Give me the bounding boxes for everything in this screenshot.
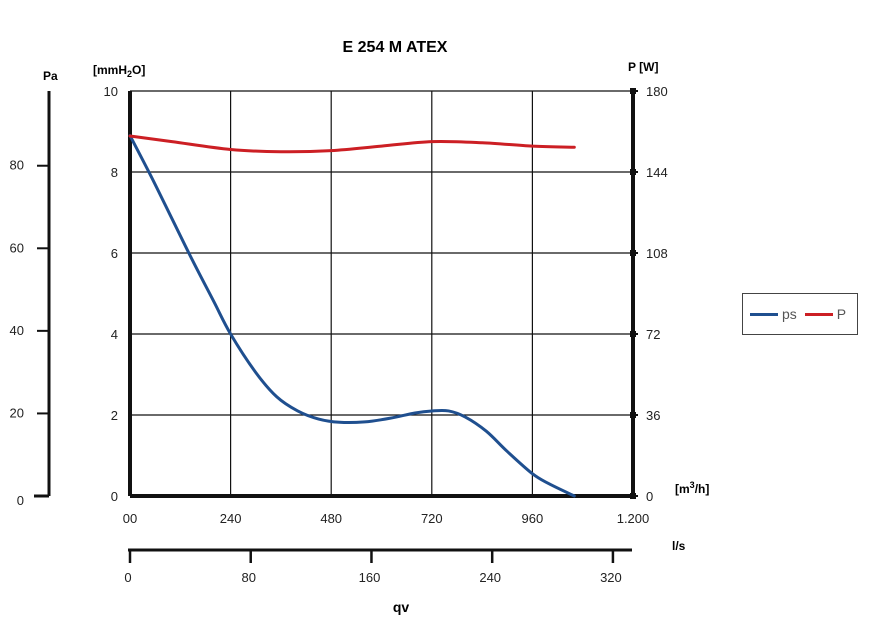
legend-swatch-ps xyxy=(750,312,778,316)
series-line-ps xyxy=(128,134,576,498)
pa-axis-label: Pa xyxy=(43,69,58,83)
x-tick-label: 00 xyxy=(123,511,137,526)
right-tick-label: 180 xyxy=(646,84,668,99)
pa-tick-label: 20 xyxy=(10,405,24,420)
right-tick-label: 36 xyxy=(646,408,660,423)
legend-label-ps: ps xyxy=(782,306,797,322)
series-line-p xyxy=(128,134,576,154)
left-tick-label: 10 xyxy=(104,84,118,99)
left-tick-label: 2 xyxy=(111,408,118,423)
axes xyxy=(34,88,638,563)
legend-item-ps: ps xyxy=(750,306,797,322)
right-tick-label: 108 xyxy=(646,246,668,261)
x-tick-label: 720 xyxy=(421,511,443,526)
x-tick-label: 1.200 xyxy=(617,511,650,526)
left-tick-label: 0 xyxy=(111,489,118,504)
x-axis-unit-label: [m3/h] xyxy=(675,480,709,496)
right-tick-label: 72 xyxy=(646,327,660,342)
pa-tick-label: 0 xyxy=(17,493,24,508)
legend-item-p: P xyxy=(804,306,847,322)
grid xyxy=(129,90,634,497)
legend-swatch-p xyxy=(804,312,833,316)
right-tick-label: 0 xyxy=(646,489,653,504)
right-tick-label: 144 xyxy=(646,165,668,180)
left-tick-label: 8 xyxy=(111,165,118,180)
ls-tick-label: 80 xyxy=(241,570,255,585)
left-tick-label: 4 xyxy=(111,327,118,342)
ls-axis-unit-label: l/s xyxy=(672,539,686,553)
right-axis-label: P [W] xyxy=(628,60,658,74)
legend: ps P xyxy=(742,293,858,335)
ls-tick-label: 0 xyxy=(124,570,131,585)
x-tick-label: 960 xyxy=(522,511,544,526)
pa-tick-label: 40 xyxy=(10,323,24,338)
bottom-axis-title: qv xyxy=(393,599,410,615)
chart-title: E 254 M ATEX xyxy=(343,39,448,56)
x-tick-label: 240 xyxy=(220,511,242,526)
x-tick-label: 480 xyxy=(320,511,342,526)
left-tick-label: 6 xyxy=(111,246,118,261)
series xyxy=(128,134,576,498)
pa-tick-label: 60 xyxy=(10,240,24,255)
ls-tick-label: 320 xyxy=(600,570,622,585)
legend-label-p: P xyxy=(836,306,847,322)
ls-tick-label: 240 xyxy=(479,570,501,585)
ls-tick-label: 160 xyxy=(359,570,381,585)
left-axis-label: [mmH2O] xyxy=(93,63,145,79)
pa-tick-label: 80 xyxy=(10,158,24,173)
